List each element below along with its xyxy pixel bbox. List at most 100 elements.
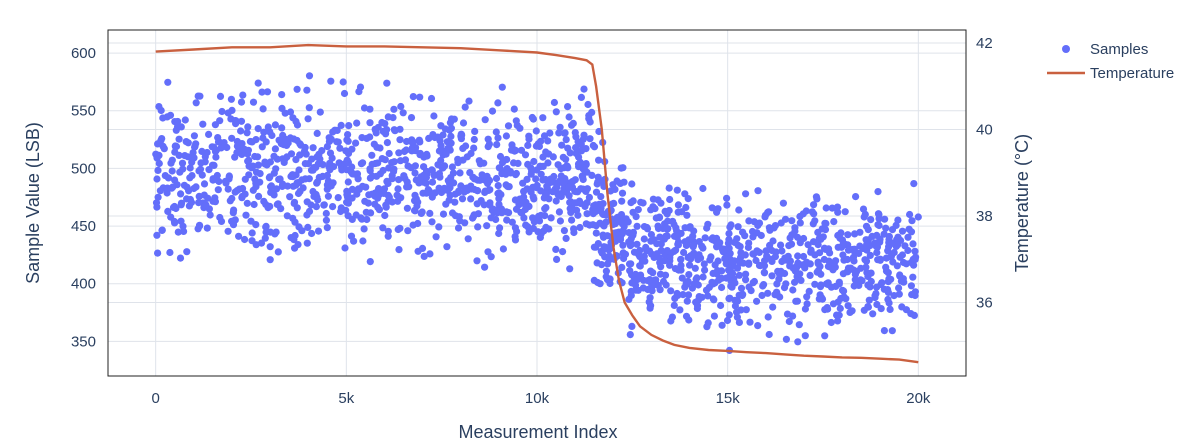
sample-point	[625, 238, 633, 246]
sample-point	[888, 327, 896, 335]
sample-point	[640, 223, 649, 231]
sample-point	[192, 183, 200, 191]
sample-point	[503, 216, 511, 224]
sample-point	[357, 160, 365, 168]
sample-point	[383, 126, 391, 134]
sample-point	[175, 135, 183, 143]
sample-point	[562, 234, 570, 242]
sample-point	[257, 239, 266, 247]
sample-point	[483, 222, 491, 230]
sample-point	[352, 211, 360, 219]
sample-point	[494, 99, 502, 107]
sample-point	[171, 176, 179, 184]
sample-point	[327, 77, 335, 85]
sample-point	[342, 206, 350, 214]
sample-point	[224, 109, 232, 117]
sample-point	[799, 210, 807, 218]
sample-point	[742, 306, 750, 314]
sample-point	[564, 103, 572, 111]
sample-point	[530, 157, 538, 166]
sample-point	[563, 162, 571, 170]
sample-point	[435, 184, 443, 192]
sample-point	[898, 303, 906, 311]
sample-point	[666, 257, 674, 265]
y2-axis-ticks: 36 38 40 42	[976, 35, 993, 312]
sample-point	[426, 250, 434, 258]
sample-point	[785, 317, 793, 326]
sample-point	[604, 260, 612, 268]
sample-point	[555, 208, 564, 216]
sample-point	[665, 206, 673, 215]
sample-point	[400, 172, 408, 180]
sample-point	[286, 193, 294, 201]
sample-point	[794, 338, 802, 346]
sample-point	[755, 219, 764, 227]
sample-point	[744, 243, 753, 251]
sample-point	[625, 260, 634, 268]
sample-point	[873, 283, 881, 291]
sample-point	[727, 258, 736, 266]
sample-point	[217, 144, 225, 152]
sample-point	[324, 192, 332, 200]
sample-point	[852, 193, 860, 201]
sample-point	[366, 258, 374, 266]
sample-point	[229, 221, 238, 229]
sample-point	[470, 135, 478, 144]
sample-point	[218, 107, 226, 116]
sample-point	[266, 228, 274, 236]
sample-point	[709, 269, 717, 277]
sample-point	[487, 214, 495, 222]
sample-point	[467, 195, 475, 203]
sample-point	[839, 251, 847, 259]
sample-point	[663, 225, 671, 233]
sample-point	[264, 123, 272, 131]
sample-point	[292, 181, 300, 189]
sample-point	[304, 223, 312, 231]
sample-point	[700, 260, 708, 268]
sample-point	[753, 297, 761, 305]
sample-point	[835, 311, 843, 319]
sample-point	[618, 263, 626, 271]
sample-point	[164, 78, 172, 86]
sample-point	[217, 217, 226, 225]
sample-point	[638, 257, 647, 265]
sample-point	[481, 263, 489, 271]
sample-point	[779, 199, 788, 207]
sample-point	[869, 310, 877, 318]
sample-point	[830, 259, 839, 267]
sample-point	[571, 199, 579, 207]
sample-point	[404, 162, 412, 170]
sample-point	[388, 175, 396, 183]
sample-point	[529, 115, 538, 123]
sample-point	[706, 256, 714, 264]
sample-point	[760, 262, 769, 270]
sample-point	[683, 297, 691, 305]
sample-point	[204, 194, 212, 202]
sample-point	[624, 218, 632, 226]
sample-point	[197, 159, 205, 167]
sample-point	[884, 247, 892, 255]
sample-point	[375, 185, 383, 193]
sample-point	[350, 170, 358, 178]
sample-point	[248, 138, 256, 146]
sample-point	[355, 88, 363, 96]
sample-point	[461, 103, 469, 111]
sample-point	[737, 284, 746, 292]
sample-point	[827, 283, 836, 291]
sample-point	[628, 322, 636, 330]
sample-point	[154, 166, 162, 174]
sample-point	[570, 228, 578, 237]
sample-point	[254, 161, 262, 169]
sample-point	[695, 251, 703, 259]
sample-point	[851, 230, 859, 238]
sample-point	[654, 222, 662, 230]
sample-point	[708, 280, 717, 288]
sample-point	[557, 165, 565, 173]
sample-point	[569, 177, 577, 185]
sample-point	[262, 200, 270, 209]
sample-point	[814, 266, 823, 275]
sample-point	[680, 248, 688, 257]
sample-point	[502, 170, 510, 178]
sample-point	[715, 276, 723, 284]
sample-point	[301, 143, 309, 152]
